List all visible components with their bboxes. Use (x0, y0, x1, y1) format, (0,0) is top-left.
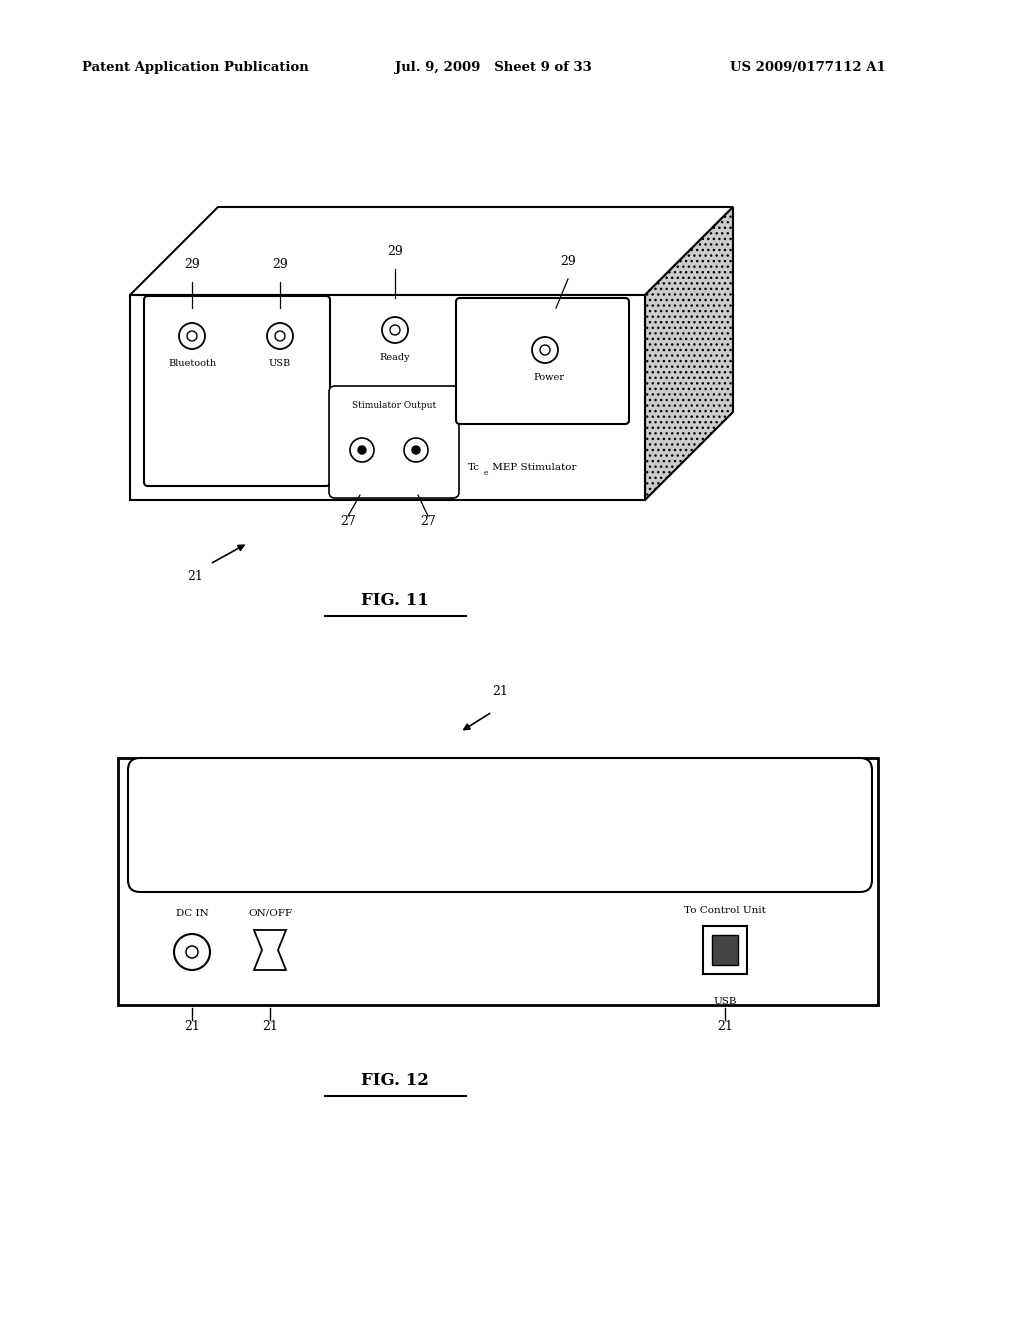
Text: MEP Stimulator: MEP Stimulator (489, 463, 577, 473)
Bar (118, 758, 878, 1005)
Text: US 2009/0177112 A1: US 2009/0177112 A1 (730, 62, 886, 74)
Text: DC IN: DC IN (176, 909, 208, 917)
Text: 27: 27 (420, 515, 436, 528)
Text: To Control Unit: To Control Unit (684, 906, 766, 915)
Text: FIG. 11: FIG. 11 (361, 591, 429, 609)
Text: 27: 27 (340, 515, 356, 528)
Text: Tc: Tc (468, 463, 480, 473)
Text: Jul. 9, 2009   Sheet 9 of 33: Jul. 9, 2009 Sheet 9 of 33 (395, 62, 592, 74)
Text: Ready: Ready (380, 352, 411, 362)
Bar (703, 927, 746, 974)
Text: 21: 21 (493, 685, 508, 698)
Text: USB: USB (269, 359, 291, 367)
Bar (130, 294, 645, 500)
Text: 29: 29 (272, 257, 288, 271)
Text: FIG. 12: FIG. 12 (361, 1072, 429, 1089)
Text: ON/OFF: ON/OFF (248, 908, 292, 917)
Polygon shape (130, 207, 733, 294)
Text: Bluetooth: Bluetooth (168, 359, 216, 367)
Polygon shape (254, 931, 286, 970)
Text: 29: 29 (387, 246, 402, 257)
Bar (712, 935, 738, 965)
Text: 29: 29 (560, 255, 575, 268)
Polygon shape (645, 207, 733, 500)
FancyBboxPatch shape (456, 298, 629, 424)
Text: Stimulator Output: Stimulator Output (352, 401, 436, 411)
Text: 21: 21 (187, 570, 203, 583)
Text: 29: 29 (184, 257, 200, 271)
FancyBboxPatch shape (144, 296, 330, 486)
Text: Patent Application Publication: Patent Application Publication (82, 62, 309, 74)
Text: Power: Power (534, 372, 564, 381)
FancyBboxPatch shape (329, 385, 459, 498)
Text: 21: 21 (262, 1020, 278, 1034)
Text: 21: 21 (717, 1020, 733, 1034)
Text: 21: 21 (184, 1020, 200, 1034)
Circle shape (412, 446, 420, 454)
Circle shape (358, 446, 366, 454)
FancyBboxPatch shape (128, 758, 872, 892)
Text: USB: USB (714, 997, 736, 1006)
Text: e: e (484, 469, 488, 477)
